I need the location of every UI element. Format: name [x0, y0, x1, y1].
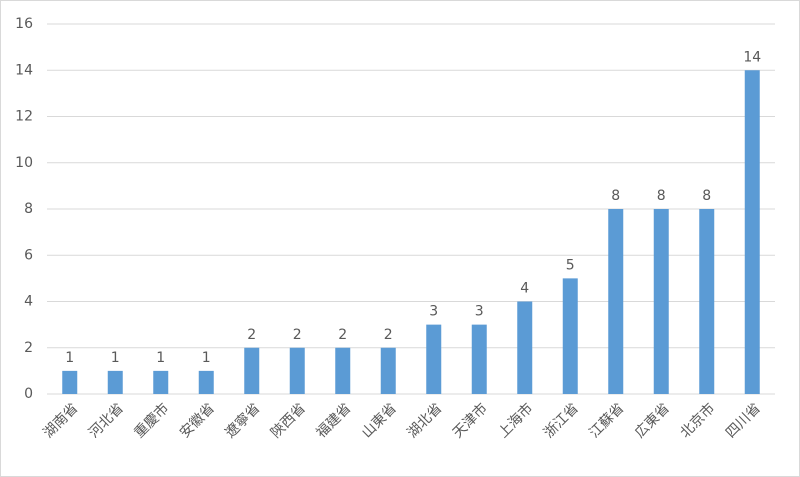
- bar: [699, 209, 715, 394]
- data-label: 5: [566, 257, 575, 273]
- data-label: 1: [111, 350, 120, 366]
- bar: [471, 324, 487, 394]
- bar: [335, 347, 351, 394]
- y-tick-label: 16: [15, 16, 33, 32]
- y-tick-label: 6: [24, 247, 33, 263]
- y-tick-label: 2: [24, 340, 33, 356]
- data-label: 3: [475, 304, 484, 320]
- bar: [426, 324, 442, 394]
- data-label: 1: [156, 350, 165, 366]
- bar: [744, 70, 760, 394]
- y-tick-label: 14: [15, 62, 33, 78]
- data-label: 8: [657, 188, 666, 204]
- y-tick-label: 0: [24, 386, 33, 402]
- data-label: 8: [611, 188, 620, 204]
- bar: [289, 347, 305, 394]
- bar: [244, 347, 260, 394]
- bar: [107, 370, 123, 394]
- data-label: 14: [743, 49, 761, 65]
- data-label: 2: [384, 327, 393, 343]
- bar: [62, 370, 78, 394]
- y-tick-label: 10: [15, 155, 33, 171]
- data-label: 2: [247, 327, 256, 343]
- bar: [562, 278, 578, 394]
- data-label: 2: [338, 327, 347, 343]
- data-label: 8: [702, 188, 711, 204]
- bar: [517, 301, 533, 394]
- data-label: 1: [65, 350, 74, 366]
- y-tick-label: 4: [24, 294, 33, 310]
- bar: [153, 370, 169, 394]
- bar: [380, 347, 396, 394]
- data-label: 1: [202, 350, 211, 366]
- bar: [653, 209, 669, 394]
- data-label: 3: [429, 304, 438, 320]
- data-label: 2: [293, 327, 302, 343]
- bar: [608, 209, 624, 394]
- bar: [198, 370, 214, 394]
- y-tick-label: 12: [15, 109, 33, 125]
- data-label: 4: [520, 281, 529, 297]
- y-tick-label: 8: [24, 201, 33, 217]
